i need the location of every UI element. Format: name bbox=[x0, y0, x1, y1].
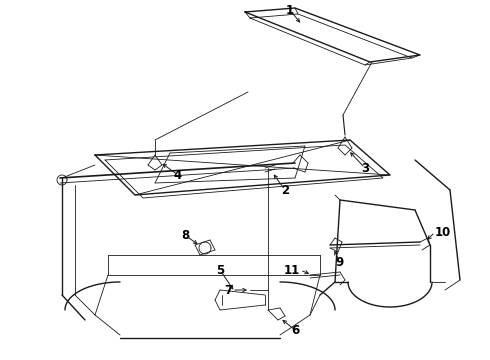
Text: 7: 7 bbox=[224, 284, 232, 297]
Text: 6: 6 bbox=[291, 324, 299, 337]
Text: 11: 11 bbox=[284, 264, 300, 276]
Text: 5: 5 bbox=[216, 264, 224, 276]
Text: 10: 10 bbox=[435, 225, 451, 239]
Text: 4: 4 bbox=[174, 168, 182, 181]
Text: 3: 3 bbox=[361, 162, 369, 175]
Text: 1: 1 bbox=[286, 4, 294, 17]
Text: 9: 9 bbox=[336, 256, 344, 269]
Text: 8: 8 bbox=[181, 229, 189, 242]
Text: 2: 2 bbox=[281, 184, 289, 197]
